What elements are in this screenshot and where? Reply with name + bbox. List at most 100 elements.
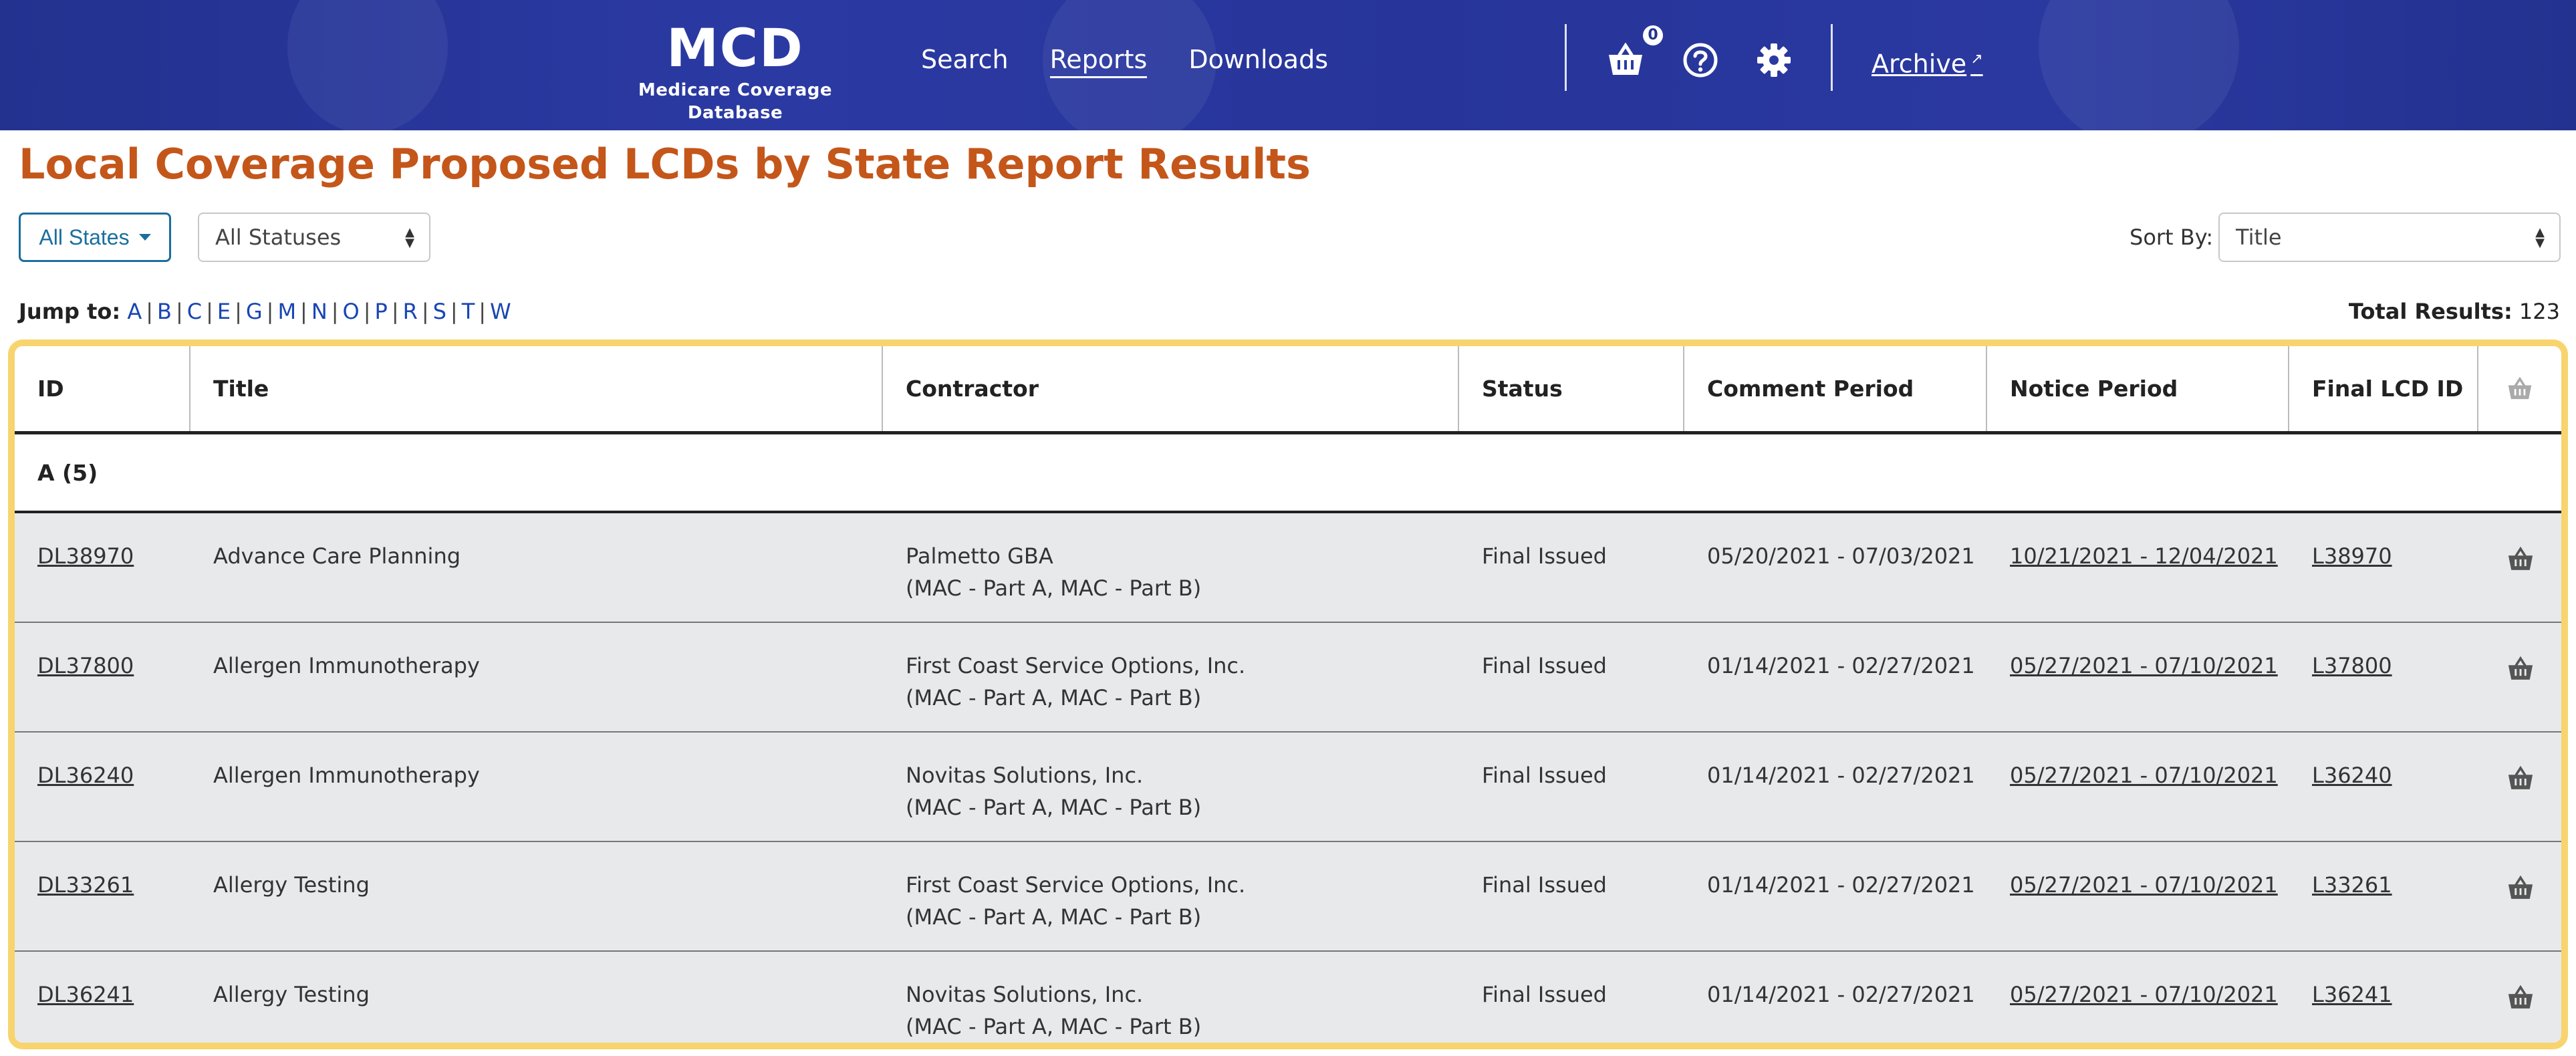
jump-letter-s[interactable]: S <box>432 299 446 324</box>
header-texture <box>2039 0 2239 130</box>
logo-title: MCD <box>666 19 804 79</box>
nav-reports[interactable]: Reports <box>1049 43 1148 78</box>
row-contractor: First Coast Service Options, Inc. (MAC -… <box>906 650 1245 714</box>
row-contractor-type: (MAC - Part A, MAC - Part B) <box>906 685 1202 710</box>
row-contractor-type: (MAC - Part A, MAC - Part B) <box>906 904 1202 930</box>
site-logo[interactable]: MCD Medicare Coverage Database <box>588 19 882 124</box>
row-title: Allergy Testing <box>213 872 370 898</box>
row-contractor: First Coast Service Options, Inc. (MAC -… <box>906 869 1245 933</box>
jump-letter-g[interactable]: G <box>245 299 263 324</box>
header-texture <box>1043 0 1216 130</box>
results-table: ID Title Contractor Status Comment Perio… <box>8 340 2568 1049</box>
select-arrows-icon: ▲ ▼ <box>2535 225 2545 250</box>
row-final-lcd-link[interactable]: L33261 <box>2312 872 2392 898</box>
basket-icon[interactable] <box>1604 39 1647 82</box>
archive-link[interactable]: Archive ↗ <box>1872 43 1983 81</box>
row-comment-period: 01/14/2021 - 02/27/2021 <box>1707 763 1975 788</box>
header-divider <box>1565 24 1567 91</box>
gear-icon[interactable] <box>1753 39 1795 82</box>
column-header-final-lcd-id[interactable]: Final LCD ID <box>2289 346 2478 431</box>
row-id-link[interactable]: DL36241 <box>37 982 134 1007</box>
row-status: Final Issued <box>1482 763 1607 788</box>
select-arrows-icon: ▲ ▼ <box>405 225 414 250</box>
row-title: Allergy Testing <box>213 982 370 1007</box>
jump-letter-m[interactable]: M <box>277 299 297 324</box>
row-comment-period: 01/14/2021 - 02/27/2021 <box>1707 872 1975 898</box>
row-contractor: Palmetto GBA (MAC - Part A, MAC - Part B… <box>906 540 1201 604</box>
table-row: DL38970 Advance Care Planning Palmetto G… <box>15 513 2561 623</box>
column-header-status[interactable]: Status <box>1459 346 1684 431</box>
nav-search[interactable]: Search <box>921 45 1009 74</box>
logo-subtitle: Medicare Coverage Database <box>638 80 833 123</box>
row-notice-period-link[interactable]: 05/27/2021 - 07/10/2021 <box>2010 763 2278 788</box>
chevron-down-icon <box>138 234 151 241</box>
row-final-lcd-link[interactable]: L36240 <box>2312 763 2392 788</box>
row-status: Final Issued <box>1482 982 1607 1007</box>
header-divider <box>1831 24 1833 91</box>
row-contractor: Novitas Solutions, Inc. (MAC - Part A, M… <box>906 759 1201 823</box>
jump-letter-r[interactable]: R <box>402 299 418 324</box>
row-contractor-name: Palmetto GBA <box>906 543 1053 569</box>
add-to-basket-icon[interactable] <box>2506 765 2535 793</box>
archive-label: Archive <box>1872 49 1967 79</box>
add-to-basket-icon[interactable] <box>2506 655 2535 683</box>
add-to-basket-icon[interactable] <box>2506 545 2535 573</box>
row-id-link[interactable]: DL37800 <box>37 653 134 678</box>
jump-letter-b[interactable]: B <box>157 299 172 324</box>
jump-letter-w[interactable]: W <box>490 299 511 324</box>
row-final-lcd-link[interactable]: L38970 <box>2312 543 2392 569</box>
row-id-link[interactable]: DL36240 <box>37 763 134 788</box>
row-comment-period: 01/14/2021 - 02/27/2021 <box>1707 982 1975 1007</box>
main-nav: Search Reports Downloads <box>921 43 1328 78</box>
sort-select[interactable]: Title ▲ ▼ <box>2218 213 2561 262</box>
site-header: MCD Medicare Coverage Database Search Re… <box>0 0 2576 130</box>
jump-letter-p[interactable]: P <box>374 299 388 324</box>
jump-letter-c[interactable]: C <box>186 299 203 324</box>
total-results: Total Results: 123 <box>2349 297 2560 325</box>
column-header-basket <box>2478 346 2561 431</box>
row-comment-period: 01/14/2021 - 02/27/2021 <box>1707 653 1975 678</box>
row-title: Advance Care Planning <box>213 543 461 569</box>
page-title: Local Coverage Proposed LCDs by State Re… <box>19 140 1311 188</box>
row-status: Final Issued <box>1482 543 1607 569</box>
column-header-title[interactable]: Title <box>190 346 883 431</box>
basket-icon <box>2508 376 2532 399</box>
help-icon[interactable] <box>1679 39 1722 82</box>
row-notice-period-link[interactable]: 05/27/2021 - 07/10/2021 <box>2010 872 2278 898</box>
column-header-id[interactable]: ID <box>15 346 190 431</box>
table-row: DL36240 Allergen Immunotherapy Novitas S… <box>15 733 2561 842</box>
row-notice-period-link[interactable]: 10/21/2021 - 12/04/2021 <box>2010 543 2278 569</box>
jump-letter-e[interactable]: E <box>217 299 231 324</box>
column-header-notice-period[interactable]: Notice Period <box>1987 346 2289 431</box>
row-final-lcd-link[interactable]: L37800 <box>2312 653 2392 678</box>
column-header-contractor[interactable]: Contractor <box>883 346 1459 431</box>
jump-letter-a[interactable]: A <box>127 299 142 324</box>
table-header: ID Title Contractor Status Comment Perio… <box>15 346 2561 434</box>
add-to-basket-icon[interactable] <box>2506 874 2535 902</box>
row-comment-period: 05/20/2021 - 07/03/2021 <box>1707 543 1975 569</box>
row-title: Allergen Immunotherapy <box>213 653 480 678</box>
sort-select-value: Title <box>2236 225 2282 250</box>
external-link-icon: ↗ <box>1970 51 1983 68</box>
column-header-comment-period[interactable]: Comment Period <box>1684 346 1987 431</box>
states-filter-button[interactable]: All States <box>19 213 171 262</box>
row-notice-period-link[interactable]: 05/27/2021 - 07/10/2021 <box>2010 982 2278 1007</box>
table-row: DL37800 Allergen Immunotherapy First Coa… <box>15 623 2561 733</box>
status-select[interactable]: All Statuses ▲ ▼ <box>198 213 430 262</box>
jump-letter-o[interactable]: O <box>342 299 360 324</box>
group-header: A (5) <box>15 434 2561 513</box>
jump-letter-t[interactable]: T <box>461 299 475 324</box>
nav-downloads[interactable]: Downloads <box>1188 45 1329 74</box>
row-id-link[interactable]: DL38970 <box>37 543 134 569</box>
row-title: Allergen Immunotherapy <box>213 763 480 788</box>
row-status: Final Issued <box>1482 653 1607 678</box>
row-notice-period-link[interactable]: 05/27/2021 - 07/10/2021 <box>2010 653 2278 678</box>
total-results-label: Total Results: <box>2348 299 2513 324</box>
add-to-basket-icon[interactable] <box>2506 984 2535 1012</box>
row-id-link[interactable]: DL33261 <box>37 872 134 898</box>
jump-letter-n[interactable]: N <box>311 299 328 324</box>
states-filter-label: All States <box>39 225 130 249</box>
row-contractor-type: (MAC - Part A, MAC - Part B) <box>906 575 1202 601</box>
row-final-lcd-link[interactable]: L36241 <box>2312 982 2392 1007</box>
jump-to-nav: Jump to: A | B | C | E | G | M | N | O | P | R | S | T | W <box>19 299 511 324</box>
